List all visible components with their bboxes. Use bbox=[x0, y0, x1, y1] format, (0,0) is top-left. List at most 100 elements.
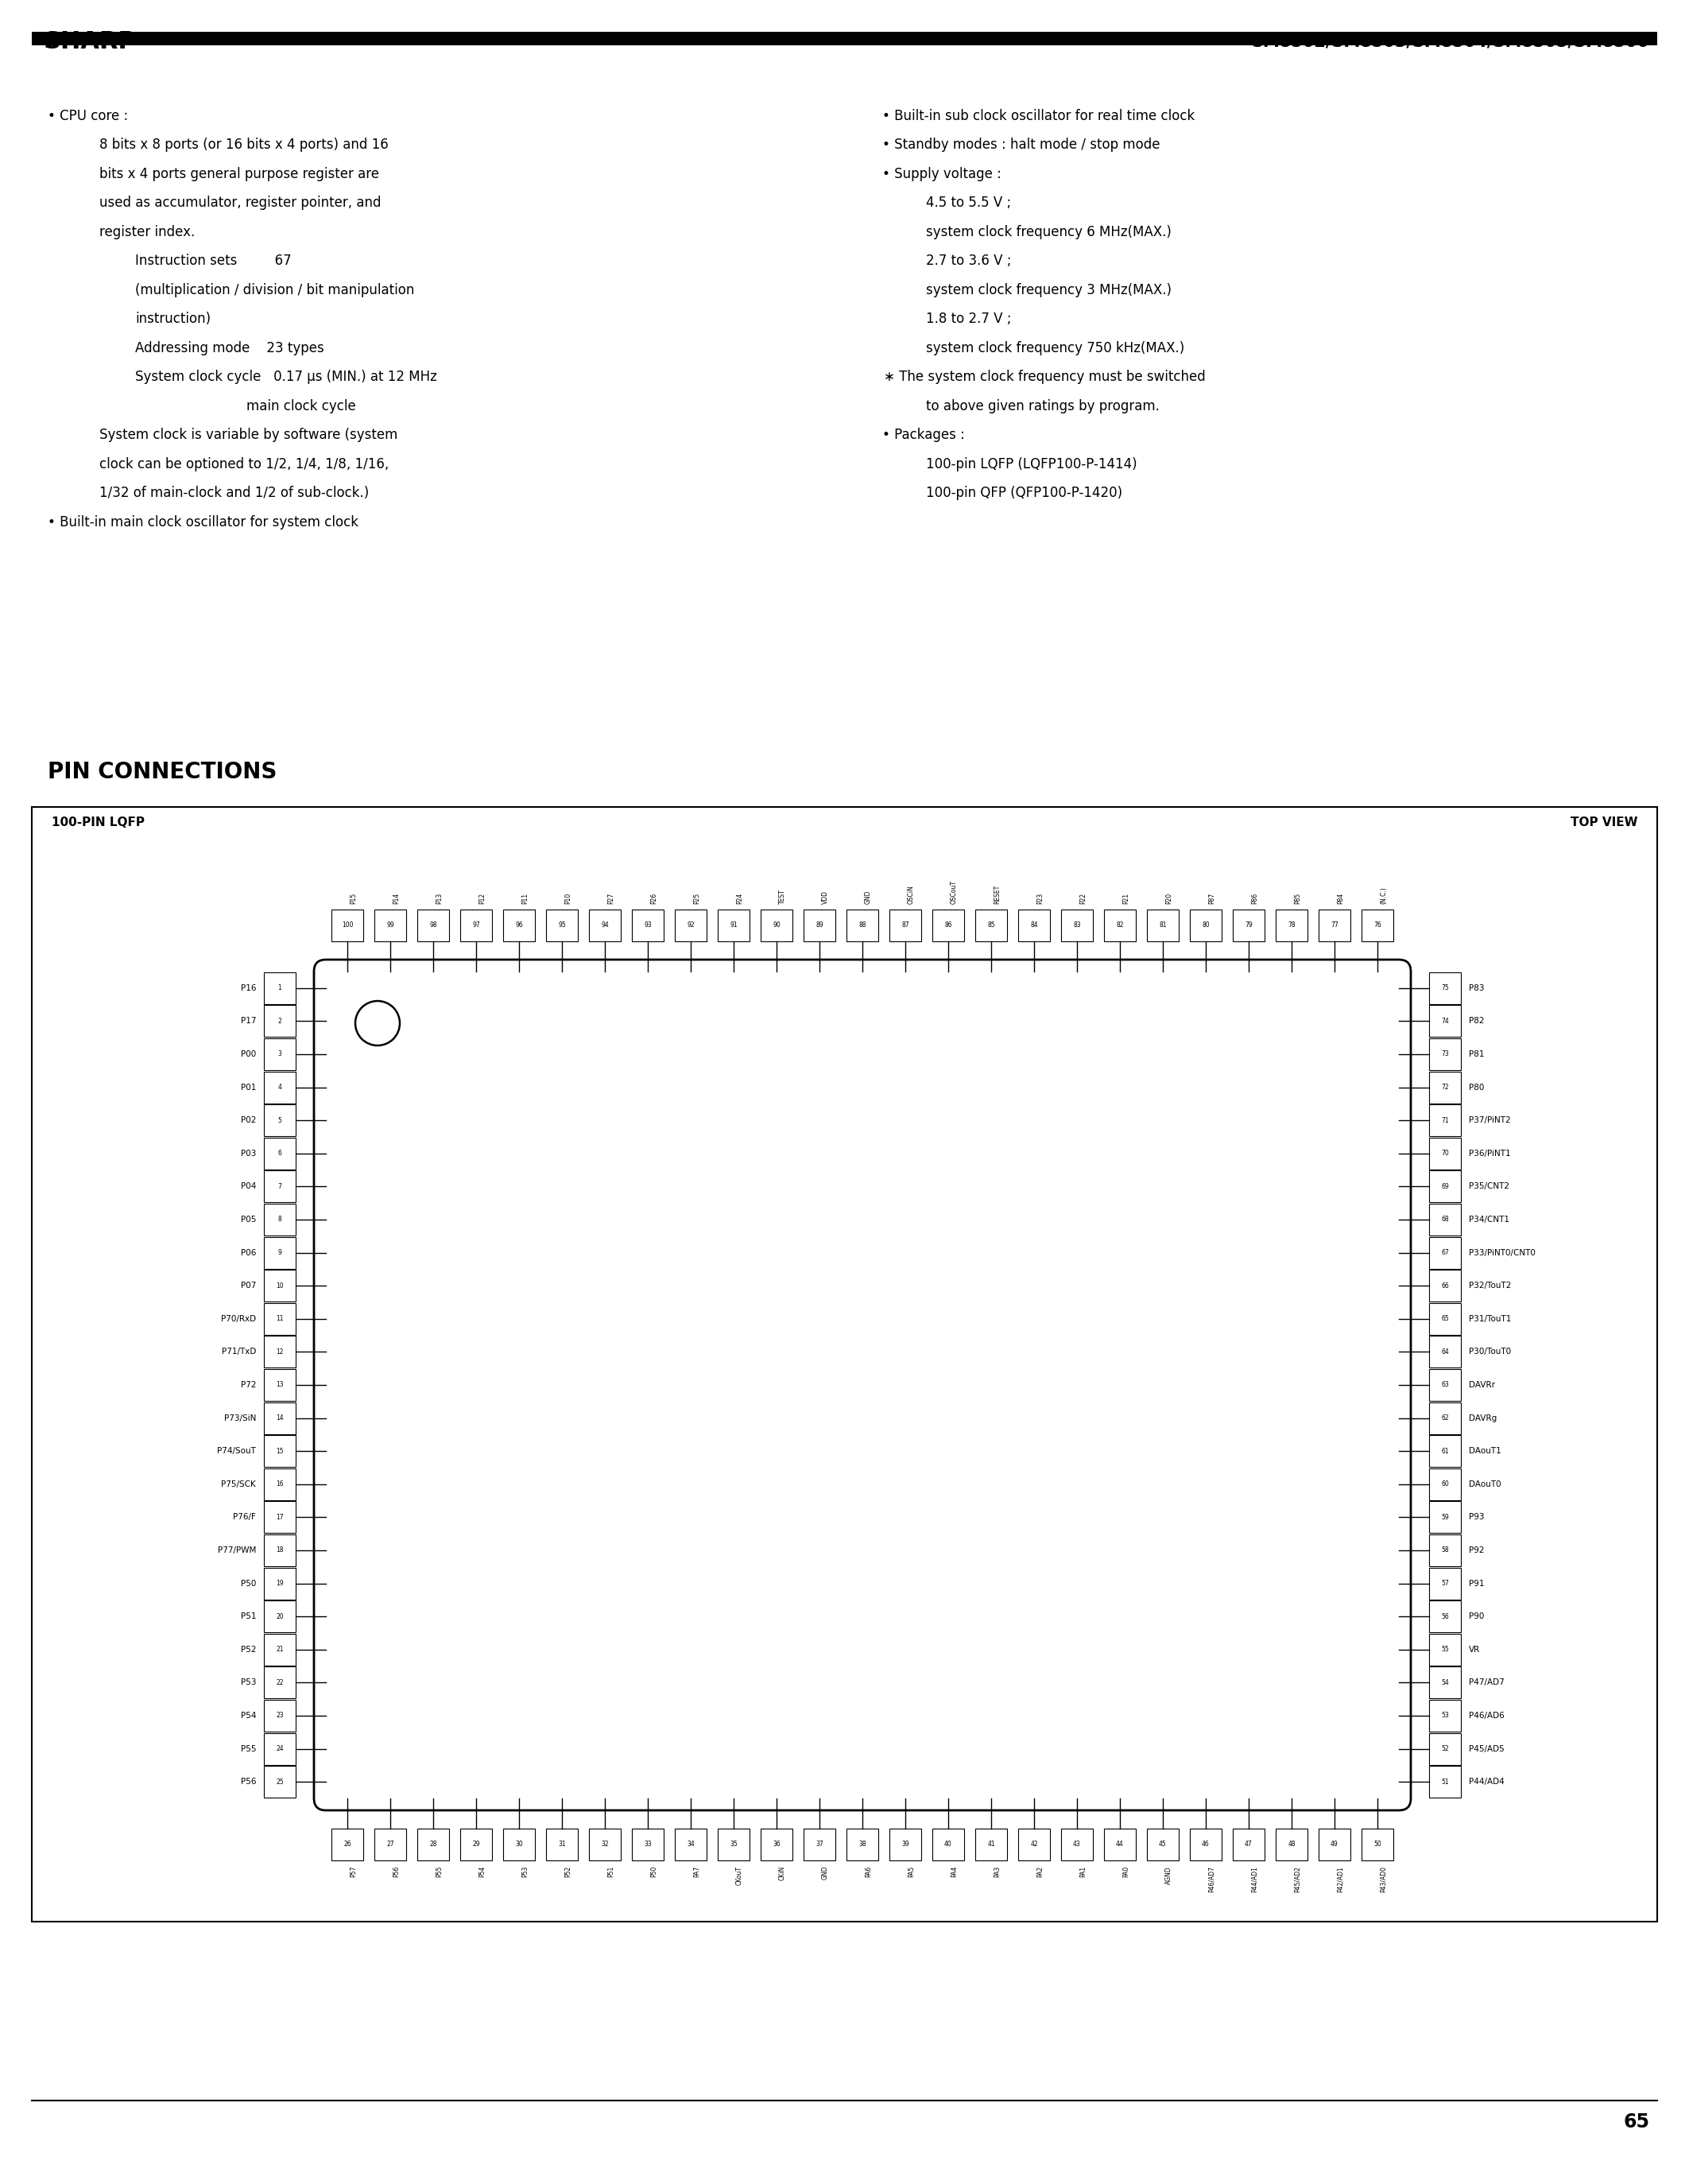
Bar bbox=[760, 1828, 792, 1861]
Text: 70: 70 bbox=[1441, 1151, 1449, 1158]
Bar bbox=[1429, 1601, 1461, 1631]
Text: P46/AD7: P46/AD7 bbox=[1208, 1865, 1216, 1891]
Bar bbox=[804, 1828, 836, 1861]
Text: PA4: PA4 bbox=[951, 1865, 958, 1878]
Text: PA6: PA6 bbox=[865, 1865, 872, 1878]
Bar bbox=[1429, 1037, 1461, 1070]
Text: P71/TxD: P71/TxD bbox=[221, 1348, 257, 1356]
Text: 95: 95 bbox=[557, 922, 566, 928]
Bar bbox=[975, 909, 1007, 941]
Text: CKouT: CKouT bbox=[736, 1865, 743, 1885]
Text: 29: 29 bbox=[473, 1841, 480, 1848]
Text: P44/AD4: P44/AD4 bbox=[1469, 1778, 1505, 1787]
Bar bbox=[1105, 909, 1135, 941]
Text: P73/SiN: P73/SiN bbox=[225, 1413, 257, 1422]
Text: 55: 55 bbox=[1441, 1647, 1449, 1653]
Text: 61: 61 bbox=[1441, 1448, 1449, 1455]
Text: P36/PiNT1: P36/PiNT1 bbox=[1469, 1149, 1510, 1158]
Bar bbox=[676, 1828, 706, 1861]
Text: P75/SCK: P75/SCK bbox=[221, 1481, 257, 1487]
Bar bbox=[263, 1072, 296, 1103]
Text: P83: P83 bbox=[1469, 985, 1485, 992]
Text: to above given ratings by program.: to above given ratings by program. bbox=[926, 400, 1160, 413]
Text: 13: 13 bbox=[275, 1382, 284, 1389]
Text: 78: 78 bbox=[1287, 922, 1295, 928]
Bar bbox=[1429, 1072, 1461, 1103]
Bar bbox=[263, 1568, 296, 1599]
Text: P56: P56 bbox=[392, 1865, 400, 1878]
Text: P31/TouT1: P31/TouT1 bbox=[1469, 1315, 1512, 1324]
Text: 80: 80 bbox=[1203, 922, 1209, 928]
Text: 92: 92 bbox=[687, 922, 694, 928]
Text: 18: 18 bbox=[275, 1546, 284, 1555]
Bar bbox=[546, 1828, 578, 1861]
Bar bbox=[1189, 909, 1221, 941]
Text: P14: P14 bbox=[392, 893, 400, 904]
Text: clock can be optioned to 1/2, 1/4, 1/8, 1/16,: clock can be optioned to 1/2, 1/4, 1/8, … bbox=[100, 456, 388, 472]
Text: 21: 21 bbox=[275, 1647, 284, 1653]
Text: • Built-in sub clock oscillator for real time clock: • Built-in sub clock oscillator for real… bbox=[882, 109, 1194, 122]
Text: PA2: PA2 bbox=[1037, 1865, 1044, 1878]
Bar bbox=[32, 33, 1657, 46]
Bar bbox=[263, 1732, 296, 1765]
Text: • Built-in main clock oscillator for system clock: • Built-in main clock oscillator for sys… bbox=[47, 515, 358, 529]
Text: 75: 75 bbox=[1441, 985, 1449, 992]
Text: P26: P26 bbox=[650, 893, 657, 904]
Bar bbox=[846, 909, 878, 941]
Bar bbox=[1429, 1767, 1461, 1797]
Text: PA7: PA7 bbox=[692, 1865, 701, 1878]
Bar bbox=[1429, 1138, 1461, 1168]
Text: P81: P81 bbox=[1469, 1051, 1485, 1059]
Text: P92: P92 bbox=[1469, 1546, 1485, 1555]
Text: 38: 38 bbox=[858, 1841, 866, 1848]
Bar bbox=[375, 1828, 405, 1861]
Text: 65: 65 bbox=[1441, 1315, 1449, 1321]
Text: 28: 28 bbox=[429, 1841, 437, 1848]
Text: P86: P86 bbox=[1252, 893, 1258, 904]
Bar bbox=[1319, 1828, 1351, 1861]
Text: 100: 100 bbox=[341, 922, 353, 928]
Text: P11: P11 bbox=[522, 893, 529, 904]
Bar bbox=[1429, 1699, 1461, 1732]
Bar bbox=[1429, 1500, 1461, 1533]
Text: P01: P01 bbox=[240, 1083, 257, 1092]
Bar bbox=[1429, 1236, 1461, 1269]
Text: DAVRr: DAVRr bbox=[1469, 1380, 1495, 1389]
FancyBboxPatch shape bbox=[314, 959, 1410, 1811]
Text: P00: P00 bbox=[240, 1051, 257, 1059]
Text: GND: GND bbox=[865, 891, 872, 904]
Text: 36: 36 bbox=[772, 1841, 780, 1848]
Bar bbox=[546, 909, 578, 941]
Text: 43: 43 bbox=[1073, 1841, 1081, 1848]
Text: GND: GND bbox=[823, 1865, 829, 1880]
Text: P51: P51 bbox=[608, 1865, 615, 1878]
Text: 65: 65 bbox=[1623, 2112, 1648, 2132]
Bar bbox=[1361, 909, 1393, 941]
Bar bbox=[932, 909, 964, 941]
Bar bbox=[263, 1601, 296, 1631]
Bar bbox=[932, 1828, 964, 1861]
Text: P23: P23 bbox=[1037, 893, 1044, 904]
Text: P15: P15 bbox=[350, 893, 356, 904]
Text: P06: P06 bbox=[240, 1249, 257, 1256]
Bar bbox=[263, 1203, 296, 1236]
Bar bbox=[263, 1634, 296, 1666]
Text: 82: 82 bbox=[1116, 922, 1123, 928]
Text: 63: 63 bbox=[1441, 1382, 1449, 1389]
Bar bbox=[263, 1767, 296, 1797]
Text: 19: 19 bbox=[275, 1579, 284, 1588]
Text: 14: 14 bbox=[275, 1415, 284, 1422]
Text: P33/PiNT0/CNT0: P33/PiNT0/CNT0 bbox=[1469, 1249, 1535, 1256]
Text: PA0: PA0 bbox=[1121, 1865, 1130, 1878]
Text: P55: P55 bbox=[240, 1745, 257, 1754]
Text: P77/PWM: P77/PWM bbox=[218, 1546, 257, 1555]
Bar bbox=[1018, 909, 1051, 941]
Text: 8: 8 bbox=[279, 1216, 282, 1223]
Text: 81: 81 bbox=[1159, 922, 1167, 928]
Text: (multiplication / division / bit manipulation: (multiplication / division / bit manipul… bbox=[135, 284, 414, 297]
Text: System clock cycle   0.17 μs (MIN.) at 12 MHz: System clock cycle 0.17 μs (MIN.) at 12 … bbox=[135, 369, 437, 384]
Text: 46: 46 bbox=[1203, 1841, 1209, 1848]
Text: 93: 93 bbox=[644, 922, 652, 928]
Text: 10: 10 bbox=[275, 1282, 284, 1289]
Bar bbox=[417, 1828, 449, 1861]
